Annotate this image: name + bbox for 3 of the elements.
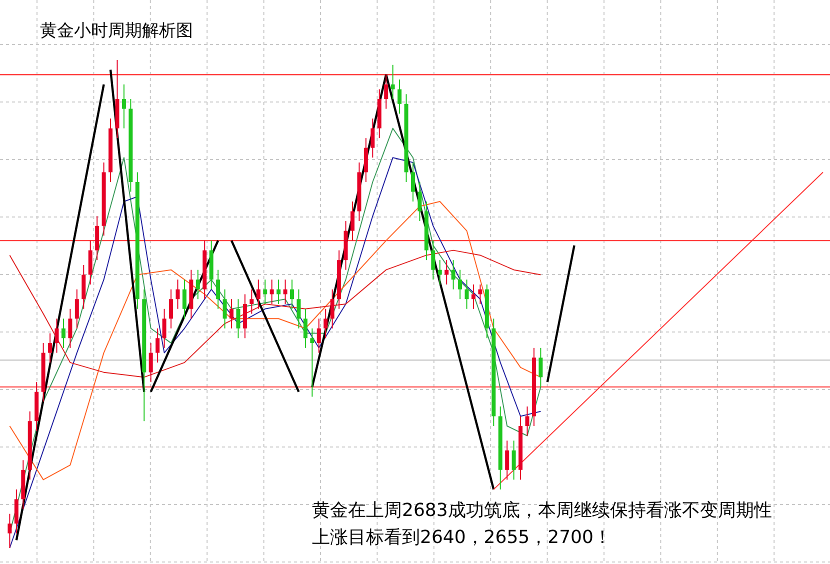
chart-title: 黄金小时周期解析图 xyxy=(40,21,193,41)
annotation: 黄金在上周2683成功筑底，本周继续保持看涨不变周期性 xyxy=(312,500,772,521)
annotation: 上涨目标看到2640，2655，2700！ xyxy=(312,527,612,548)
